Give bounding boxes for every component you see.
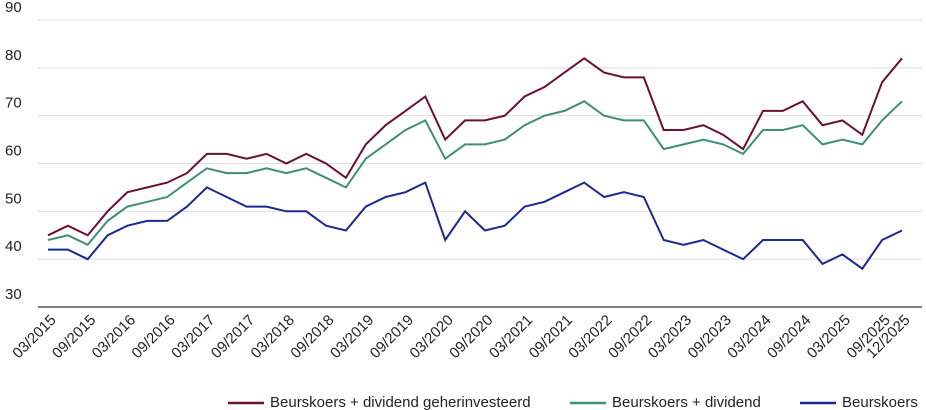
series-line bbox=[47, 57, 903, 237]
y-tick-label: 60 bbox=[5, 142, 22, 159]
y-tick-label: 70 bbox=[5, 95, 22, 112]
legend-label: Beurskoers + dividend geherinvesteerd bbox=[270, 394, 531, 410]
y-tick-label: 30 bbox=[5, 286, 22, 303]
y-tick-label: 90 bbox=[5, 0, 22, 16]
legend-label: Beurskoers + dividend bbox=[612, 394, 761, 410]
series-line bbox=[47, 100, 903, 247]
y-tick-label: 80 bbox=[5, 47, 22, 64]
y-tick-label: 50 bbox=[5, 190, 22, 207]
legend-label: Beurskoers bbox=[842, 394, 918, 410]
series-line bbox=[48, 181, 903, 271]
y-tick-label: 40 bbox=[5, 238, 22, 255]
